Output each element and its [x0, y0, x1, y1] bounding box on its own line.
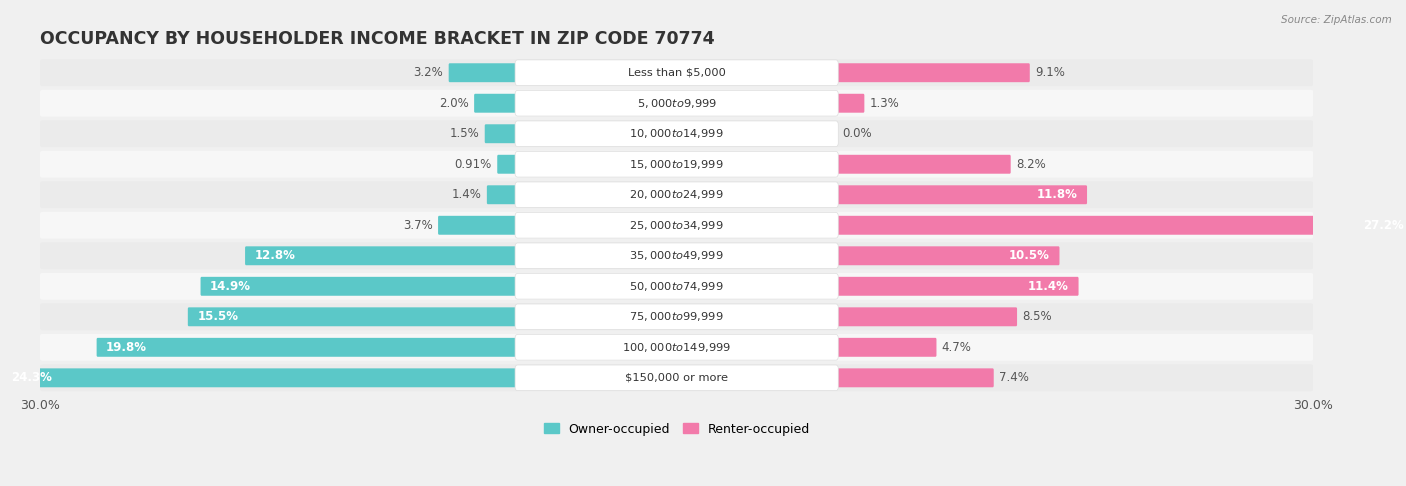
Text: 1.4%: 1.4% — [451, 188, 481, 201]
FancyBboxPatch shape — [835, 185, 1087, 204]
FancyBboxPatch shape — [515, 212, 838, 238]
Text: 8.2%: 8.2% — [1017, 158, 1046, 171]
FancyBboxPatch shape — [188, 307, 519, 326]
Text: 3.7%: 3.7% — [404, 219, 433, 232]
FancyBboxPatch shape — [245, 246, 519, 265]
FancyBboxPatch shape — [39, 364, 1315, 391]
FancyBboxPatch shape — [515, 121, 838, 147]
Text: 8.5%: 8.5% — [1022, 310, 1052, 323]
FancyBboxPatch shape — [835, 216, 1406, 235]
FancyBboxPatch shape — [449, 63, 519, 82]
Text: 27.2%: 27.2% — [1364, 219, 1405, 232]
Text: 10.5%: 10.5% — [1010, 249, 1050, 262]
FancyBboxPatch shape — [835, 307, 1017, 326]
FancyBboxPatch shape — [39, 90, 1315, 117]
FancyBboxPatch shape — [498, 155, 519, 174]
FancyBboxPatch shape — [835, 63, 1029, 82]
FancyBboxPatch shape — [97, 338, 519, 357]
Text: 3.2%: 3.2% — [413, 66, 443, 79]
FancyBboxPatch shape — [474, 94, 519, 113]
FancyBboxPatch shape — [39, 59, 1315, 86]
Text: 11.8%: 11.8% — [1036, 188, 1077, 201]
Text: OCCUPANCY BY HOUSEHOLDER INCOME BRACKET IN ZIP CODE 70774: OCCUPANCY BY HOUSEHOLDER INCOME BRACKET … — [41, 30, 716, 48]
Text: $75,000 to $99,999: $75,000 to $99,999 — [630, 310, 724, 323]
Text: 12.8%: 12.8% — [254, 249, 295, 262]
FancyBboxPatch shape — [485, 124, 519, 143]
Text: 0.0%: 0.0% — [842, 127, 872, 140]
Text: 14.9%: 14.9% — [209, 280, 252, 293]
FancyBboxPatch shape — [515, 274, 838, 299]
Text: Less than $5,000: Less than $5,000 — [627, 68, 725, 78]
Text: $15,000 to $19,999: $15,000 to $19,999 — [630, 158, 724, 171]
FancyBboxPatch shape — [515, 182, 838, 208]
Text: $35,000 to $49,999: $35,000 to $49,999 — [630, 249, 724, 262]
FancyBboxPatch shape — [439, 216, 519, 235]
FancyBboxPatch shape — [835, 246, 1060, 265]
Text: $20,000 to $24,999: $20,000 to $24,999 — [630, 188, 724, 201]
FancyBboxPatch shape — [39, 303, 1315, 330]
FancyBboxPatch shape — [835, 155, 1011, 174]
FancyBboxPatch shape — [201, 277, 519, 296]
FancyBboxPatch shape — [39, 334, 1315, 361]
Text: 11.4%: 11.4% — [1028, 280, 1069, 293]
Text: 1.3%: 1.3% — [870, 97, 900, 110]
FancyBboxPatch shape — [515, 60, 838, 86]
FancyBboxPatch shape — [835, 338, 936, 357]
FancyBboxPatch shape — [835, 277, 1078, 296]
Text: Source: ZipAtlas.com: Source: ZipAtlas.com — [1281, 15, 1392, 25]
Text: $150,000 or more: $150,000 or more — [626, 373, 728, 383]
Text: 0.91%: 0.91% — [454, 158, 492, 171]
Text: 15.5%: 15.5% — [197, 310, 239, 323]
FancyBboxPatch shape — [515, 334, 838, 360]
Text: $25,000 to $34,999: $25,000 to $34,999 — [630, 219, 724, 232]
Text: $50,000 to $74,999: $50,000 to $74,999 — [630, 280, 724, 293]
FancyBboxPatch shape — [515, 152, 838, 177]
FancyBboxPatch shape — [39, 151, 1315, 178]
Text: 9.1%: 9.1% — [1035, 66, 1064, 79]
FancyBboxPatch shape — [1, 368, 519, 387]
Legend: Owner-occupied, Renter-occupied: Owner-occupied, Renter-occupied — [538, 417, 815, 440]
Text: 2.0%: 2.0% — [439, 97, 468, 110]
FancyBboxPatch shape — [835, 368, 994, 387]
FancyBboxPatch shape — [39, 121, 1315, 147]
Text: 24.3%: 24.3% — [11, 371, 52, 384]
Text: $100,000 to $149,999: $100,000 to $149,999 — [623, 341, 731, 354]
FancyBboxPatch shape — [515, 365, 838, 391]
FancyBboxPatch shape — [515, 304, 838, 330]
Text: 1.5%: 1.5% — [450, 127, 479, 140]
Text: $10,000 to $14,999: $10,000 to $14,999 — [630, 127, 724, 140]
FancyBboxPatch shape — [486, 185, 519, 204]
FancyBboxPatch shape — [835, 94, 865, 113]
FancyBboxPatch shape — [39, 243, 1315, 269]
Text: 19.8%: 19.8% — [107, 341, 148, 354]
FancyBboxPatch shape — [39, 181, 1315, 208]
Text: $5,000 to $9,999: $5,000 to $9,999 — [637, 97, 717, 110]
FancyBboxPatch shape — [515, 90, 838, 116]
FancyBboxPatch shape — [39, 273, 1315, 300]
FancyBboxPatch shape — [515, 243, 838, 269]
Text: 7.4%: 7.4% — [1000, 371, 1029, 384]
FancyBboxPatch shape — [39, 212, 1315, 239]
Text: 4.7%: 4.7% — [942, 341, 972, 354]
